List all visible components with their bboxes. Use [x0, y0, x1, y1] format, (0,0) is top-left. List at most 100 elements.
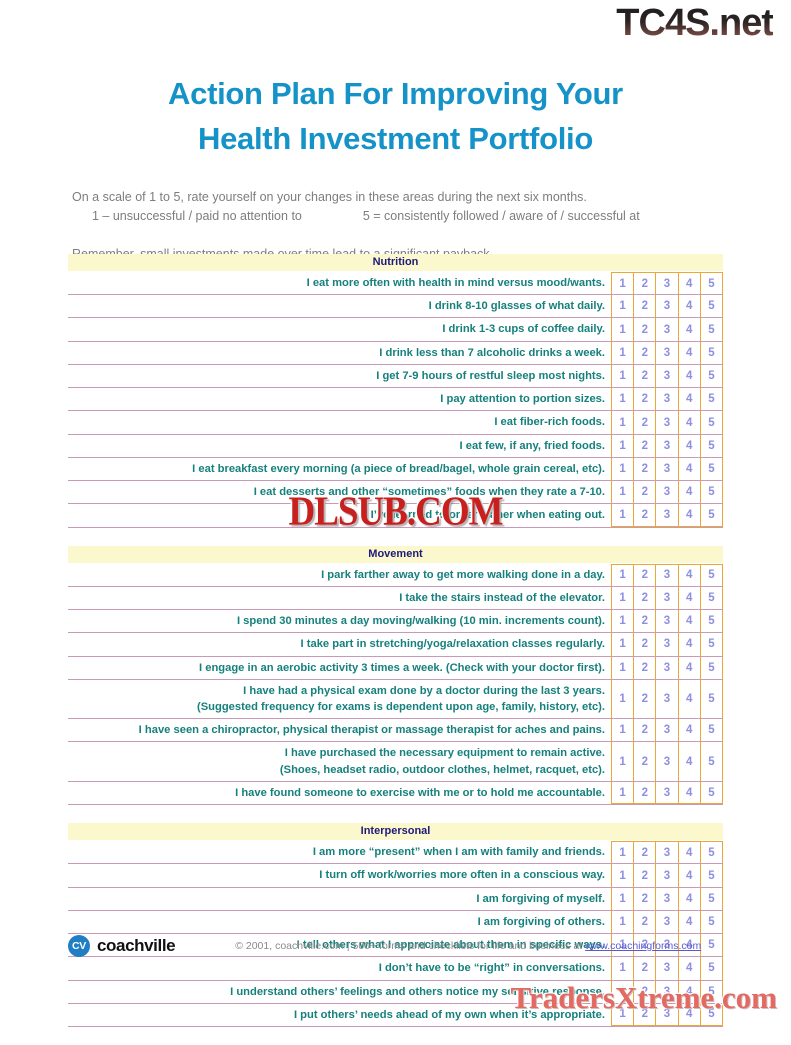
rating-option-3[interactable]: 3	[656, 295, 679, 318]
rating-option-2[interactable]: 2	[634, 434, 657, 457]
rating-option-1[interactable]: 1	[612, 1003, 635, 1026]
rating-option-3[interactable]: 3	[656, 411, 679, 434]
rating-option-5[interactable]: 5	[708, 486, 715, 499]
rating-option-5[interactable]: 5	[708, 439, 715, 452]
rating-option-5[interactable]: 5	[708, 393, 715, 406]
rating-option-4[interactable]: 4	[679, 656, 701, 679]
rating-option-2[interactable]: 2	[634, 842, 657, 864]
rating-option-3[interactable]: 3	[656, 633, 679, 656]
rating-option-4[interactable]: 4	[679, 781, 701, 804]
rating-option-4[interactable]: 4	[679, 586, 701, 610]
rating-option-1[interactable]: 1	[612, 504, 635, 526]
rating-option-4[interactable]: 4	[679, 934, 701, 957]
rating-option-2[interactable]: 2	[634, 781, 657, 804]
rating-option-2[interactable]: 2	[634, 633, 657, 656]
rating-option-1[interactable]: 1	[612, 318, 635, 341]
rating-option-2[interactable]: 2	[634, 411, 657, 434]
rating-option-1[interactable]: 1	[612, 910, 635, 934]
rating-option-1[interactable]: 1	[612, 887, 635, 910]
rating-option-1[interactable]: 1	[612, 295, 635, 318]
rating-option-5[interactable]: 5	[708, 892, 715, 905]
rating-option-1[interactable]: 1	[612, 434, 635, 457]
rating-option-2[interactable]: 2	[634, 980, 657, 1003]
rating-option-1[interactable]: 1	[612, 980, 635, 1003]
rating-option-3[interactable]: 3	[656, 457, 679, 481]
rating-option-2[interactable]: 2	[634, 934, 657, 957]
rating-option-3[interactable]: 3	[656, 504, 679, 526]
rating-option-3[interactable]: 3	[656, 842, 679, 864]
rating-option-3[interactable]: 3	[656, 273, 679, 295]
rating-option-2[interactable]: 2	[634, 864, 657, 887]
rating-option-3[interactable]: 3	[656, 934, 679, 957]
rating-option-1[interactable]: 1	[612, 842, 635, 864]
rating-option-5[interactable]: 5	[708, 692, 715, 705]
rating-option-2[interactable]: 2	[634, 457, 657, 481]
rating-option-5[interactable]: 5	[708, 962, 715, 975]
rating-option-1[interactable]: 1	[612, 610, 635, 633]
rating-option-1[interactable]: 1	[612, 864, 635, 887]
rating-option-2[interactable]: 2	[634, 318, 657, 341]
rating-option-3[interactable]: 3	[656, 781, 679, 804]
rating-option-4[interactable]: 4	[679, 679, 701, 719]
rating-option-5[interactable]: 5	[708, 755, 715, 768]
rating-option-5[interactable]: 5	[708, 724, 715, 737]
rating-option-4[interactable]: 4	[679, 295, 701, 318]
rating-option-4[interactable]: 4	[679, 434, 701, 457]
rating-option-5[interactable]: 5	[708, 786, 715, 799]
rating-option-4[interactable]: 4	[679, 411, 701, 434]
rating-option-2[interactable]: 2	[634, 656, 657, 679]
rating-option-2[interactable]: 2	[634, 719, 657, 742]
rating-option-5[interactable]: 5	[708, 869, 715, 882]
rating-option-3[interactable]: 3	[656, 887, 679, 910]
rating-option-3[interactable]: 3	[656, 610, 679, 633]
rating-option-2[interactable]: 2	[634, 564, 657, 586]
rating-option-4[interactable]: 4	[679, 742, 701, 781]
rating-option-5[interactable]: 5	[708, 661, 715, 674]
rating-option-3[interactable]: 3	[656, 341, 679, 364]
rating-option-5[interactable]: 5	[708, 591, 715, 604]
rating-option-1[interactable]: 1	[612, 742, 635, 781]
rating-option-5[interactable]: 5	[708, 416, 715, 429]
rating-option-3[interactable]: 3	[656, 719, 679, 742]
rating-option-1[interactable]: 1	[612, 364, 635, 388]
coachingforms-link[interactable]: www.coachingforms.com	[585, 940, 702, 952]
rating-option-5[interactable]: 5	[708, 615, 715, 628]
rating-option-2[interactable]: 2	[634, 388, 657, 411]
rating-option-3[interactable]: 3	[656, 586, 679, 610]
rating-option-5[interactable]: 5	[708, 370, 715, 383]
rating-option-4[interactable]: 4	[679, 719, 701, 742]
rating-option-5[interactable]: 5	[708, 638, 715, 651]
rating-option-3[interactable]: 3	[656, 679, 679, 719]
rating-option-3[interactable]: 3	[656, 1003, 679, 1026]
rating-option-2[interactable]: 2	[634, 364, 657, 388]
rating-option-1[interactable]: 1	[612, 934, 635, 957]
rating-option-1[interactable]: 1	[612, 719, 635, 742]
rating-option-5[interactable]: 5	[708, 346, 715, 359]
rating-option-3[interactable]: 3	[656, 388, 679, 411]
rating-option-5[interactable]: 5	[708, 915, 715, 928]
rating-option-5[interactable]: 5	[708, 277, 715, 290]
rating-option-5[interactable]: 5	[708, 939, 715, 952]
rating-option-4[interactable]: 4	[679, 610, 701, 633]
rating-option-2[interactable]: 2	[634, 273, 657, 295]
rating-option-5[interactable]: 5	[708, 846, 715, 859]
rating-option-1[interactable]: 1	[612, 411, 635, 434]
rating-option-1[interactable]: 1	[612, 273, 635, 295]
rating-option-5[interactable]: 5	[708, 985, 715, 998]
rating-option-4[interactable]: 4	[679, 633, 701, 656]
rating-option-1[interactable]: 1	[612, 388, 635, 411]
rating-option-4[interactable]: 4	[679, 842, 701, 864]
rating-option-4[interactable]: 4	[679, 957, 701, 980]
rating-option-3[interactable]: 3	[656, 742, 679, 781]
rating-option-3[interactable]: 3	[656, 564, 679, 586]
rating-option-5[interactable]: 5	[708, 1008, 715, 1021]
rating-option-5[interactable]: 5	[708, 508, 715, 521]
rating-option-2[interactable]: 2	[634, 610, 657, 633]
rating-option-2[interactable]: 2	[634, 586, 657, 610]
rating-option-2[interactable]: 2	[634, 679, 657, 719]
rating-option-3[interactable]: 3	[656, 318, 679, 341]
rating-option-2[interactable]: 2	[634, 957, 657, 980]
rating-option-5[interactable]: 5	[708, 462, 715, 475]
rating-option-3[interactable]: 3	[656, 481, 679, 504]
rating-option-1[interactable]: 1	[612, 481, 635, 504]
